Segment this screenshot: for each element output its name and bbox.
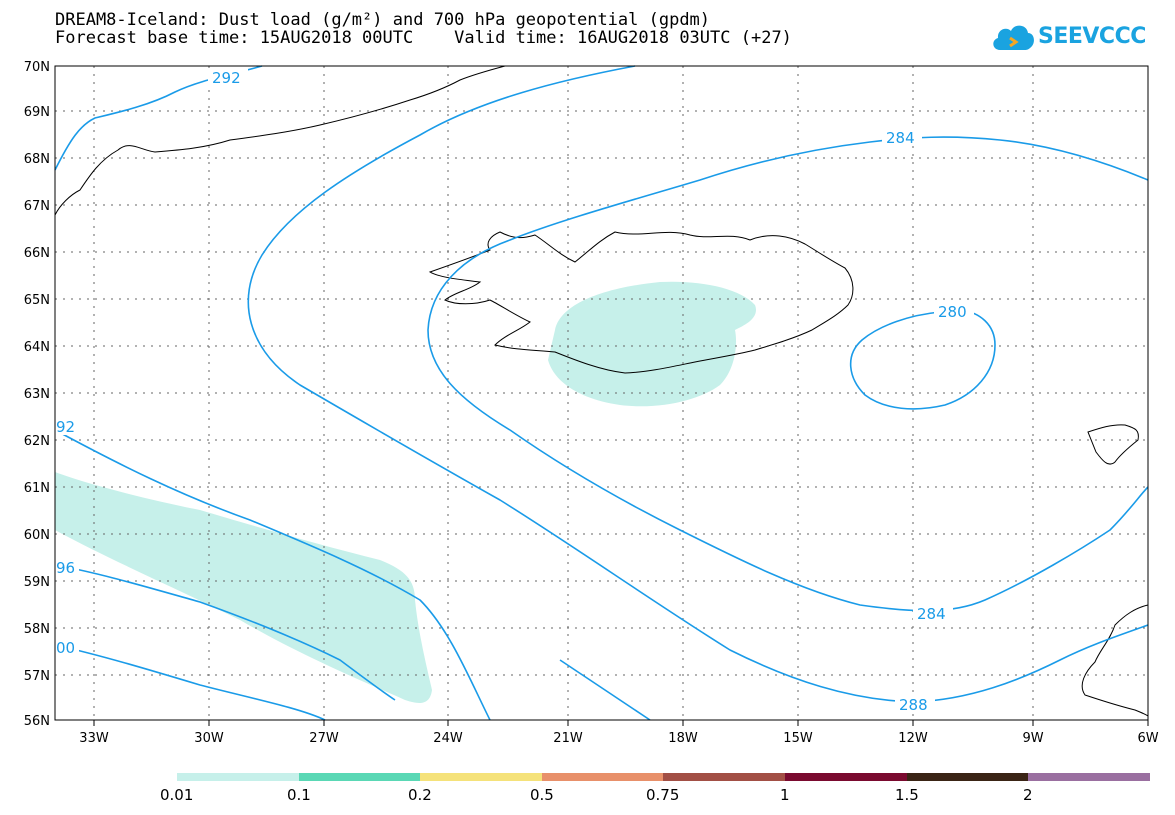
colorbar-label: 0.2 (408, 786, 432, 804)
lat-label: 60N (24, 528, 50, 543)
map-frame (54, 65, 1149, 721)
lat-label: 69N (24, 105, 50, 120)
lat-labels: 70N 69N 68N 67N 66N 65N 64N 63N 62N 61N … (24, 60, 50, 729)
colorbar-label: 1.5 (895, 786, 919, 804)
contour-label-292-edge: 92 (56, 418, 75, 436)
cloud-icon (993, 25, 1034, 50)
greenland-coastline (54, 65, 506, 216)
lat-label: 59N (24, 575, 50, 590)
lat-label: 66N (24, 246, 50, 261)
lat-label: 62N (24, 434, 50, 449)
dust-area-southwest (55, 472, 432, 703)
colorbar-segment (907, 773, 1028, 781)
contour-label-292: 292 (212, 69, 241, 87)
lon-label: 33W (79, 731, 109, 746)
colorbar-label: 0.75 (646, 786, 680, 804)
contour-280 (849, 309, 996, 410)
seevccc-logo: SEEVCCC (990, 20, 1155, 60)
logo-text: SEEVCCC (1038, 24, 1146, 49)
colorbar-label: 0.5 (530, 786, 554, 804)
scotland-coastline (1081, 604, 1149, 717)
lon-label: 9W (1022, 731, 1043, 746)
lon-label: 24W (433, 731, 463, 746)
lon-label: 21W (553, 731, 583, 746)
contour-label-296-edge: 96 (56, 559, 75, 577)
lat-label: 58N (24, 622, 50, 637)
lon-label: 27W (309, 731, 339, 746)
contour-label-280: 280 (938, 303, 967, 321)
axis-ticks (93, 720, 1149, 726)
colorbar-segment (420, 773, 542, 781)
colorbar-segment (299, 773, 420, 781)
lat-label: 65N (24, 293, 50, 308)
faroe-coastline (1087, 424, 1139, 465)
contour-284 (427, 136, 1149, 612)
colorbar-label: 2 (1023, 786, 1033, 804)
lat-label: 64N (24, 340, 50, 355)
contour-288-outer (247, 65, 1149, 703)
lon-labels: 33W 30W 27W 24W 21W 18W 15W 12W 9W 6W (79, 731, 1158, 746)
coastlines (54, 65, 1149, 717)
lon-label: 15W (783, 731, 813, 746)
lat-label: 70N (24, 60, 50, 75)
lat-label: 56N (24, 714, 50, 729)
colorbar-label: 0.1 (287, 786, 311, 804)
contour-label-284-north: 284 (886, 129, 915, 147)
colorbar-label: 0.01 (160, 786, 194, 804)
colorbar (177, 773, 1150, 781)
colorbar-segment (542, 773, 663, 781)
map-title: DREAM8-Iceland: Dust load (g/m²) and 700… (55, 10, 711, 30)
dust-area-iceland (548, 281, 756, 407)
contour-label-288: 288 (899, 696, 928, 714)
map-subtitle: Forecast base time: 15AUG2018 00UTC Vali… (55, 28, 792, 48)
contour-label-300-edge: 00 (56, 639, 75, 657)
colorbar-segment (785, 773, 907, 781)
lat-label: 67N (24, 199, 50, 214)
contour-296 (54, 564, 396, 701)
lon-label: 6W (1137, 731, 1158, 746)
lat-label: 68N (24, 152, 50, 167)
lon-label: 18W (668, 731, 698, 746)
iceland-coastline (428, 231, 854, 374)
colorbar-segment (1028, 773, 1150, 781)
lat-label: 61N (24, 481, 50, 496)
lat-label: 57N (24, 669, 50, 684)
geopotential-contours (54, 65, 1149, 721)
lon-label: 12W (898, 731, 928, 746)
contour-300 (54, 644, 326, 721)
colorbar-label: 1 (780, 786, 790, 804)
lat-label: 63N (24, 387, 50, 402)
contour-300b (559, 659, 651, 721)
colorbar-segment (177, 773, 299, 781)
lon-label: 30W (194, 731, 224, 746)
contour-label-284-south: 284 (917, 605, 946, 623)
contour-292-south (54, 429, 491, 721)
colorbar-segment (663, 773, 785, 781)
